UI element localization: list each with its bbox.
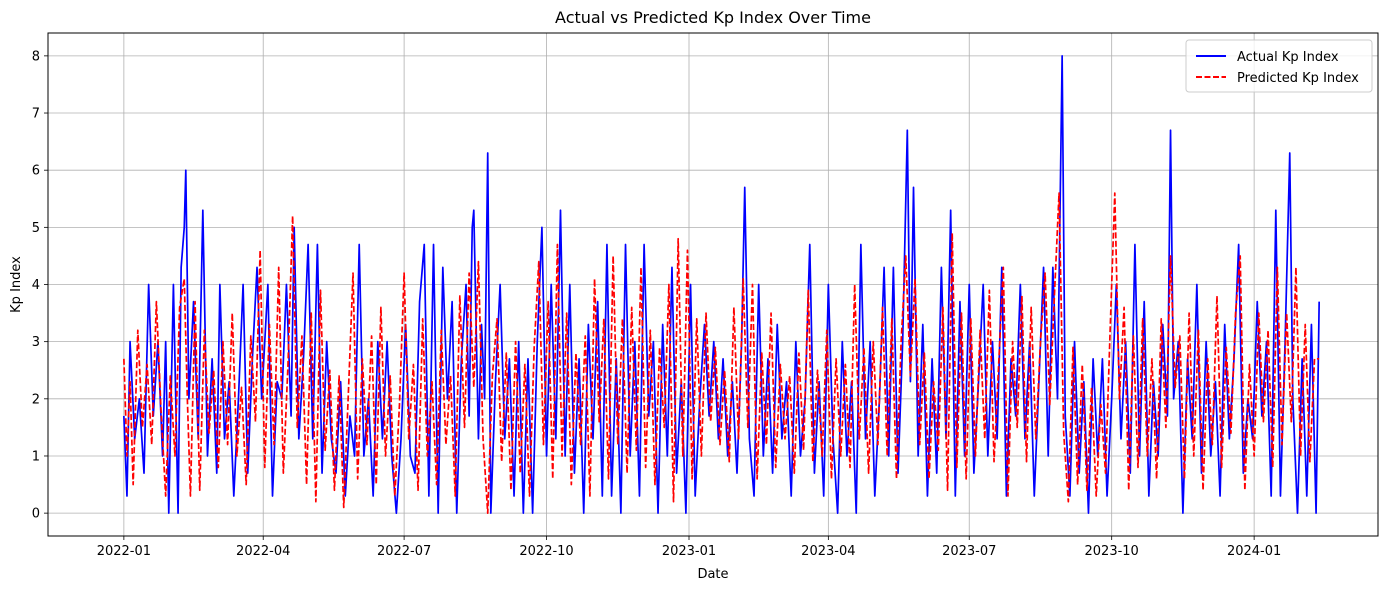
y-tick-label: 3	[32, 335, 40, 350]
y-tick-label: 0	[32, 507, 40, 522]
x-tick-label: 2024-01	[1227, 544, 1281, 559]
x-tick-label: 2023-07	[942, 544, 996, 559]
chart-title: Actual vs Predicted Kp Index Over Time	[555, 8, 871, 27]
y-tick-label: 7	[32, 107, 40, 122]
x-tick-label: 2022-07	[377, 544, 431, 559]
x-axis-title: Date	[697, 567, 728, 582]
legend-label-actual: Actual Kp Index	[1237, 50, 1339, 65]
plot-lines	[123, 55, 1321, 514]
y-tick-label: 1	[32, 449, 40, 464]
x-tick-label: 2023-10	[1085, 544, 1139, 559]
series-line-predicted	[123, 192, 1320, 514]
y-tick-label: 6	[32, 164, 40, 179]
x-tick-label: 2022-04	[236, 544, 290, 559]
x-tick-label: 2022-01	[97, 544, 151, 559]
legend-box	[1185, 39, 1373, 93]
y-tick-label: 8	[32, 49, 40, 64]
y-tick-label: 4	[32, 278, 40, 293]
x-tick-label: 2022-10	[519, 544, 573, 559]
x-tick-label: 2023-04	[801, 544, 855, 559]
axis-ticks: 2022-01 2022-04 2022-07 2022-10 2023-01 2023-…	[32, 49, 1282, 559]
legend: Actual Kp Index Predicted Kp Index	[1185, 39, 1373, 93]
legend-label-predicted: Predicted Kp Index	[1237, 71, 1359, 86]
y-axis-title: Kp Index	[9, 256, 24, 313]
y-tick-label: 2	[32, 392, 40, 407]
x-tick-label: 2023-01	[662, 544, 716, 559]
y-tick-label: 5	[32, 221, 40, 236]
